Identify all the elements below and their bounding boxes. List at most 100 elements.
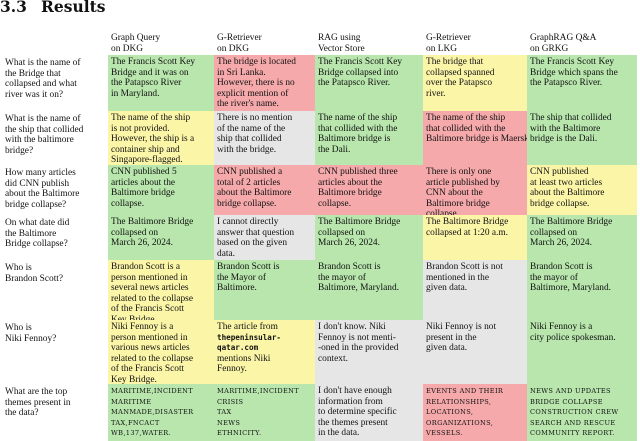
answer-line: wb,137,water.	[111, 429, 172, 438]
answer-line: search and rescue	[530, 418, 616, 427]
answer-line: Baltimore bridge	[111, 188, 175, 199]
answer-line: CNN about the	[426, 188, 483, 199]
question-label: Who is Niki Fennoy?	[5, 323, 105, 344]
answer-cell: Brandon Scott is the Mayor of Baltimore.	[214, 260, 315, 320]
answer-line: However, the ship is a	[111, 134, 195, 145]
answer-line: Baltimore.	[217, 283, 257, 294]
answer-line: is not provided.	[111, 123, 170, 134]
answer-line: organizations,	[426, 418, 494, 427]
answer-line: given data.	[426, 343, 468, 354]
question-label: How many articles did CNN publish about th…	[5, 168, 105, 210]
question-line: What is the name of	[5, 114, 81, 124]
column-header: G-Retriever on DKG	[217, 33, 262, 54]
answer-cell: Brandon Scott is not mentioned in the give…	[423, 260, 527, 320]
answer-cell: I don't know. Niki Fennoy is not menti- -o…	[315, 320, 423, 384]
question-label: Who is Brandon Scott?	[5, 263, 105, 284]
answer-cell: The bridge is located in Sri Lanka. Howeve…	[214, 55, 315, 111]
answer-line: The article from	[217, 322, 278, 332]
answer-line: vessels.	[426, 429, 463, 438]
question-line: Who is	[5, 323, 32, 333]
answer-cell: news and updates bridge collapse construct…	[527, 384, 637, 441]
answer-line: several news articles	[111, 283, 189, 294]
answer-line: collapsed on	[318, 227, 366, 238]
answer-line: in Maryland.	[111, 88, 160, 99]
answer-cell: Brandon Scott is a person mentioned in sev…	[108, 260, 214, 320]
column-header-line: on LKG	[426, 43, 457, 54]
answer-line: Brandon Scott is a	[111, 262, 181, 272]
answer-line: The bridge that	[426, 57, 484, 67]
answer-line: news and updates	[530, 387, 611, 395]
column-header: GraphRAG Q&A on GRKG	[530, 33, 596, 54]
question-line: the ship that collided	[5, 124, 84, 135]
answer-line: The Baltimore Bridge	[318, 217, 401, 227]
answer-line: maritime,incident	[111, 387, 193, 395]
answer-line: about the Baltimore	[217, 188, 292, 199]
question-line: the Bridge that	[5, 68, 61, 79]
answer-cell: events and their relationships, locations,…	[423, 384, 527, 441]
answer-line: Brandon Scott is	[318, 262, 381, 272]
section-heading: 3.3 Results	[0, 0, 105, 16]
answer-line: Key Bridge.	[111, 314, 157, 320]
answer-line: river.	[426, 88, 446, 99]
answer-cell: CNN published a total of 2 articles about …	[214, 165, 315, 215]
answer-line: I cannot directly	[217, 217, 279, 227]
answer-line: CNN published 5	[111, 167, 177, 177]
answer-cell: maritime,incident maritime manmade,disaste…	[108, 384, 214, 441]
answer-line: at least two articles	[530, 177, 603, 188]
question-line: the data?	[5, 408, 39, 419]
answer-cell: Brandon Scott is the mayor of Baltimore, M…	[527, 260, 637, 320]
answer-line: Bridge which spans the	[530, 67, 618, 78]
column-header-line: on DKG	[111, 43, 144, 54]
answer-line: with the bridge.	[217, 144, 277, 155]
answer-line: the Patapsco River	[111, 78, 182, 89]
answer-line: that collided with the	[318, 123, 398, 134]
answer-line: thepeninsular-	[217, 332, 282, 342]
answer-line: collapsed spanned	[426, 67, 495, 78]
answer-line: the mayor of	[530, 272, 578, 283]
answer-line: ship that collided	[217, 134, 282, 145]
answer-cell: The name of the ship that collided with t…	[315, 111, 423, 165]
answer-line: related to the collapse	[111, 353, 193, 364]
answer-cell: The Baltimore Bridge collapsed on March 26…	[108, 215, 214, 260]
answer-line: explicit mention of	[217, 88, 289, 99]
answer-line: Niki Fennoy is not	[426, 322, 497, 332]
question-line: Brandon Scott?	[5, 273, 64, 284]
answer-line: Brandon Scott is not	[426, 262, 503, 272]
column-header-line: on DKG	[217, 43, 250, 54]
answer-line: of the name of the	[217, 123, 286, 134]
answer-line: city police spokesman.	[530, 332, 616, 343]
column-header-line: Graph Query	[111, 33, 161, 43]
answer-line: The name of the ship	[318, 113, 398, 123]
answer-line: about the Baltimore	[530, 188, 605, 199]
question-line: did CNN publish	[5, 178, 70, 189]
answer-line: The ship that collided	[530, 113, 612, 123]
answer-cell: The name of the ship that collided with t…	[423, 111, 527, 165]
answer-line: Fennoy.	[217, 364, 247, 375]
answer-line: articles about the	[318, 177, 383, 188]
question-label: On what date did the Baltimore Bridge coll…	[5, 218, 105, 250]
answer-cell: The Baltimore Bridge collapsed on March 26…	[527, 215, 637, 260]
answer-line: I don't know. Niki	[318, 322, 386, 332]
answer-cell: The article from thepeninsular-qatar.com m…	[214, 320, 315, 384]
question-label: What is the name of the ship that collide…	[5, 114, 105, 156]
answer-line: locations,	[426, 408, 474, 417]
answer-line: Baltimore, Maryland.	[530, 283, 611, 294]
column-header: G-Retriever on LKG	[426, 33, 471, 54]
answer-line: March 26, 2024.	[530, 238, 592, 249]
answer-line: Baltimore bridge is Maersk.	[426, 134, 527, 145]
column-header: Graph Query on DKG	[111, 33, 160, 54]
answer-line: the Mayor of	[217, 272, 266, 283]
column-header-line: G-Retriever	[426, 33, 471, 43]
answer-cell: The Francis Scott Key Bridge and it was o…	[108, 55, 214, 111]
answer-line: maritime,incident	[217, 387, 299, 395]
question-line: bridge?	[5, 145, 34, 156]
answer-line: Brandon Scott is	[217, 262, 280, 272]
answer-cell: CNN published 5 articles about the Baltimo…	[108, 165, 214, 215]
column-header-line: Vector Store	[318, 43, 365, 54]
answer-line: tax,fncact	[111, 418, 160, 427]
question-line: Who is	[5, 263, 32, 273]
question-line: the Baltimore	[5, 228, 57, 239]
answer-line: Fennoy is not menti-	[318, 332, 396, 343]
answer-cell: Niki Fennoy is a person mentioned in vario…	[108, 320, 214, 384]
question-line: bridge collapse?	[5, 199, 67, 210]
